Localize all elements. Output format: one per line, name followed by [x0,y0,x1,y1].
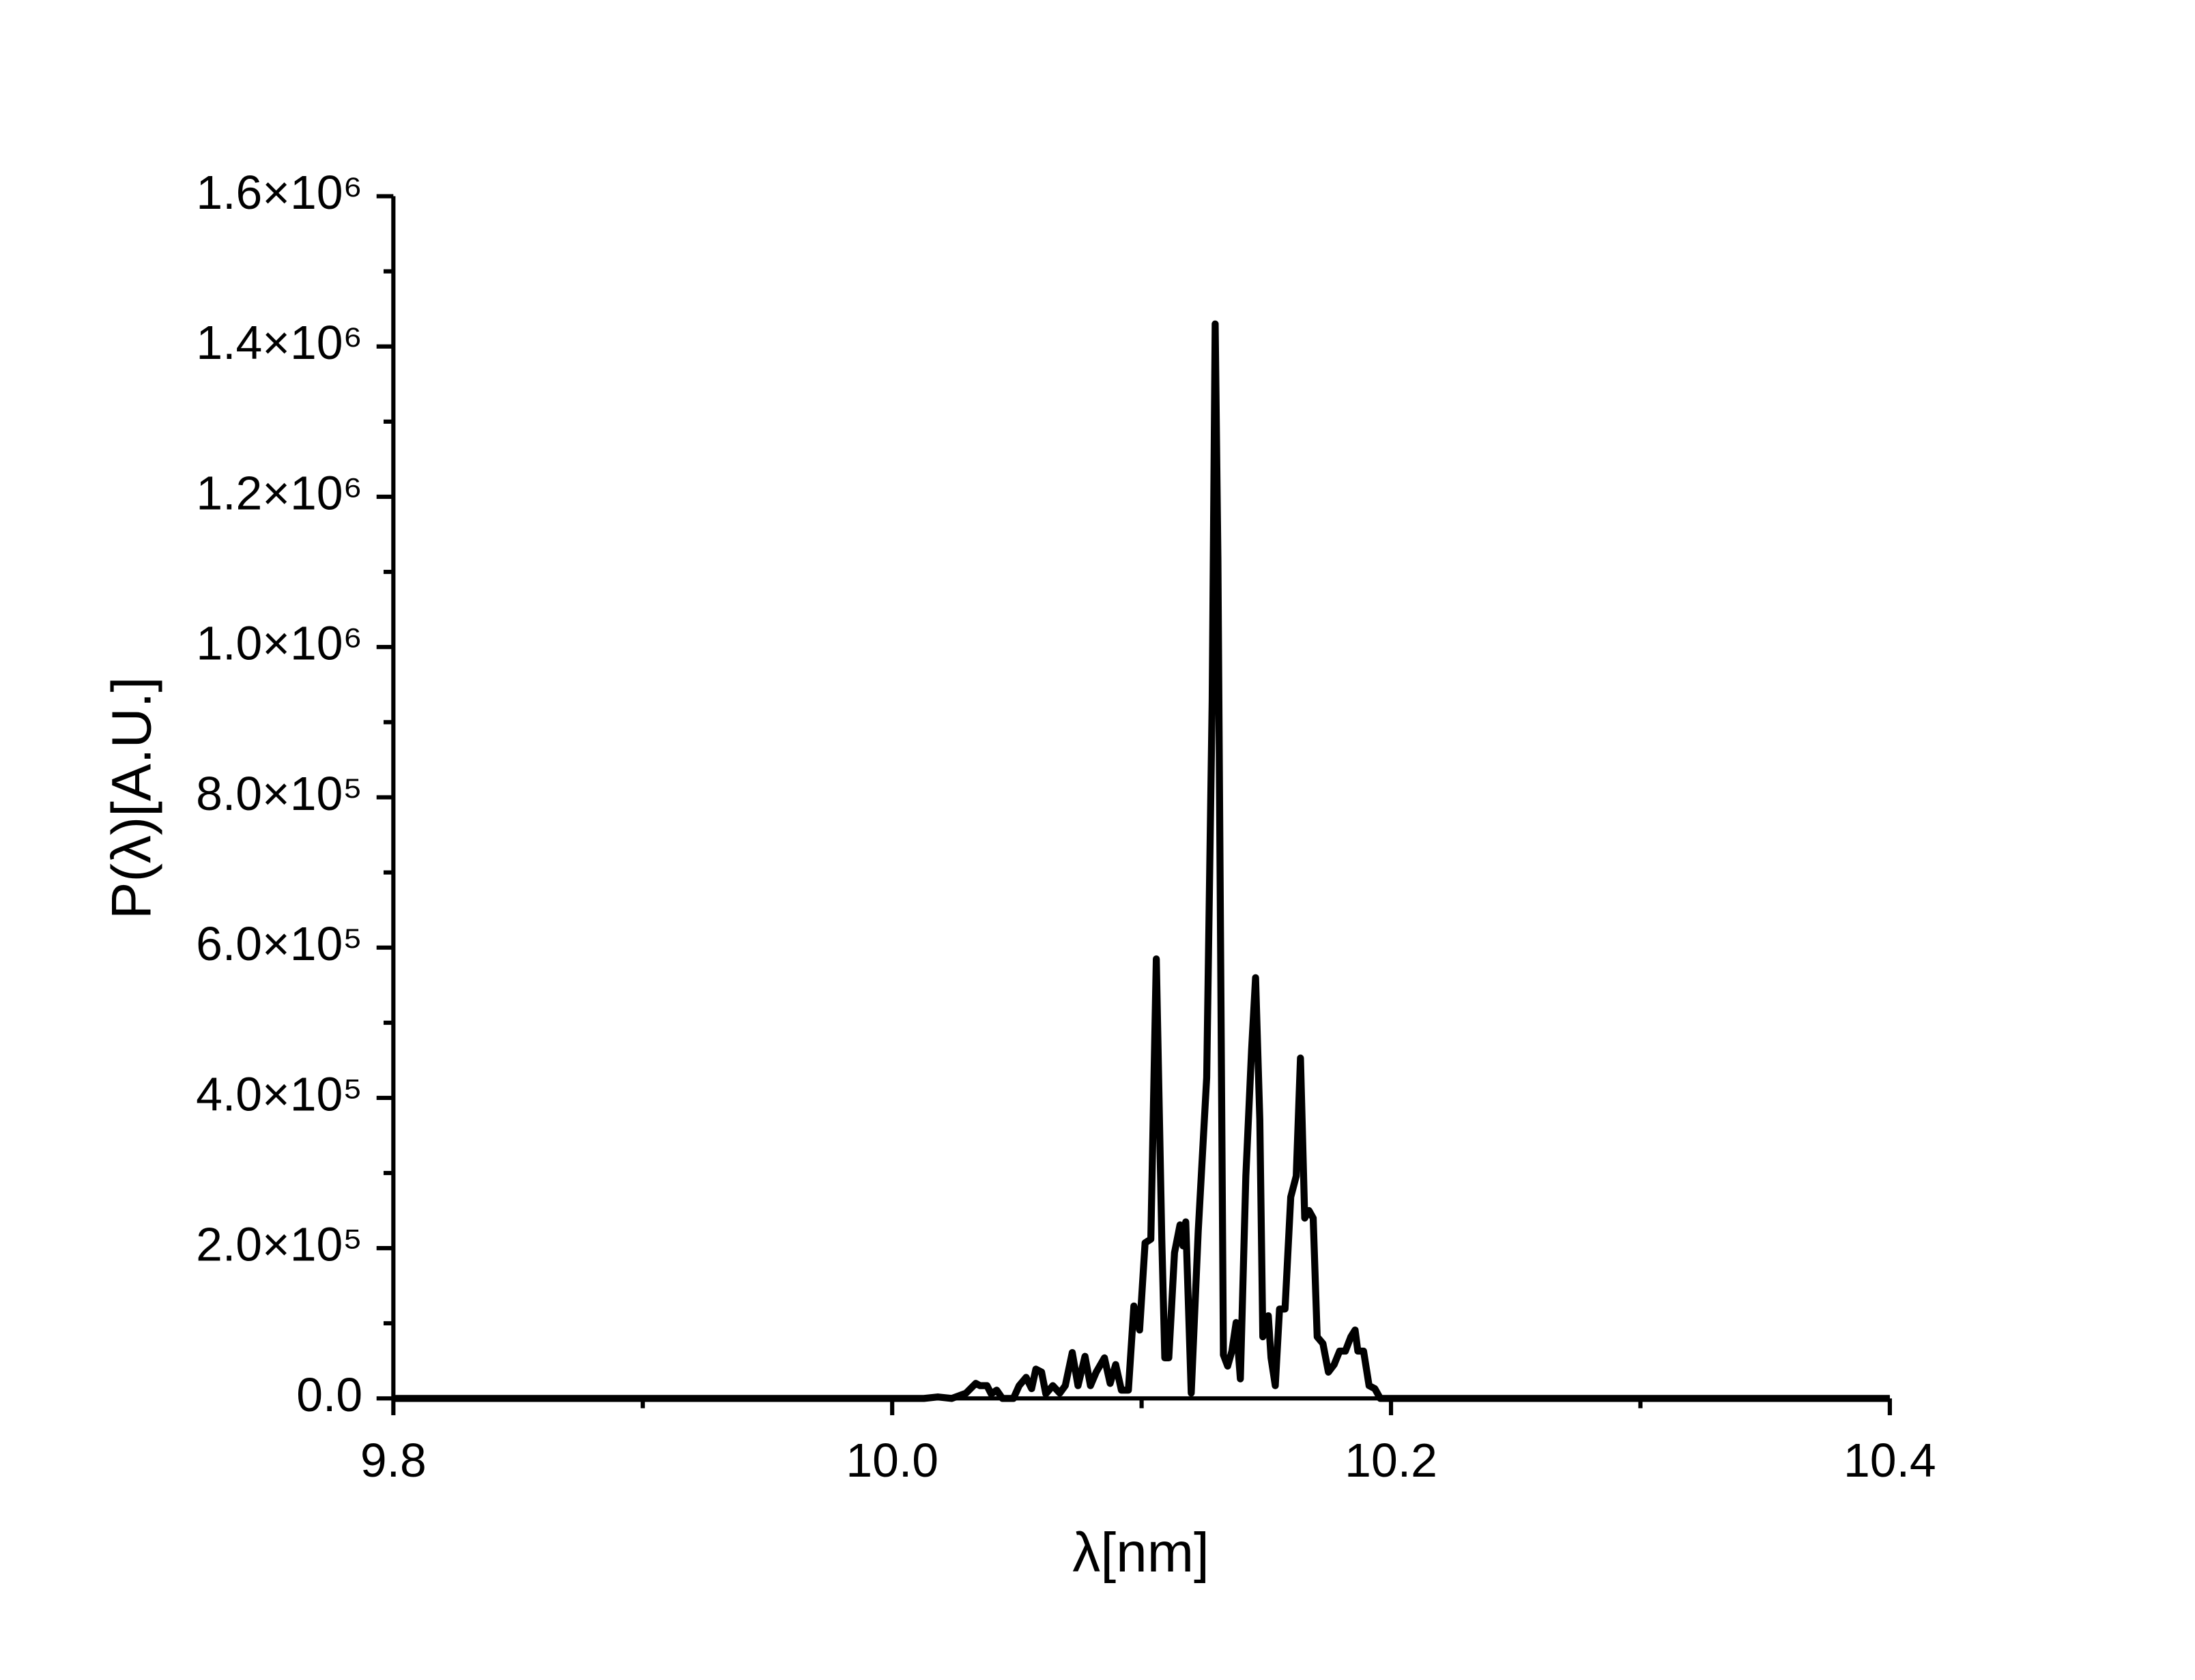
y-tick-label: 2.0×10⁵ [196,1218,362,1271]
x-tick-label: 9.8 [360,1434,427,1487]
x-tick-label: 10.2 [1345,1434,1437,1487]
x-tick-label: 10.4 [1843,1434,1936,1487]
x-axis-label: λ[nm] [1072,1522,1209,1584]
y-axis-label: P(λ)[A.U.] [101,677,163,919]
line-series [393,320,1890,1402]
y-tick-label: 1.2×10⁶ [196,466,362,519]
y-tick-label: 4.0×10⁵ [196,1067,362,1120]
y-tick-label: 8.0×10⁵ [196,767,362,820]
y-tick-label: 1.4×10⁶ [196,316,362,369]
x-tick-label: 10.0 [846,1434,938,1487]
y-tick-label: 1.6×10⁶ [196,166,362,219]
y-tick-label: 0.0 [296,1368,362,1421]
y-tick-label: 1.0×10⁶ [196,617,362,670]
y-tick-label: 6.0×10⁵ [196,917,362,970]
